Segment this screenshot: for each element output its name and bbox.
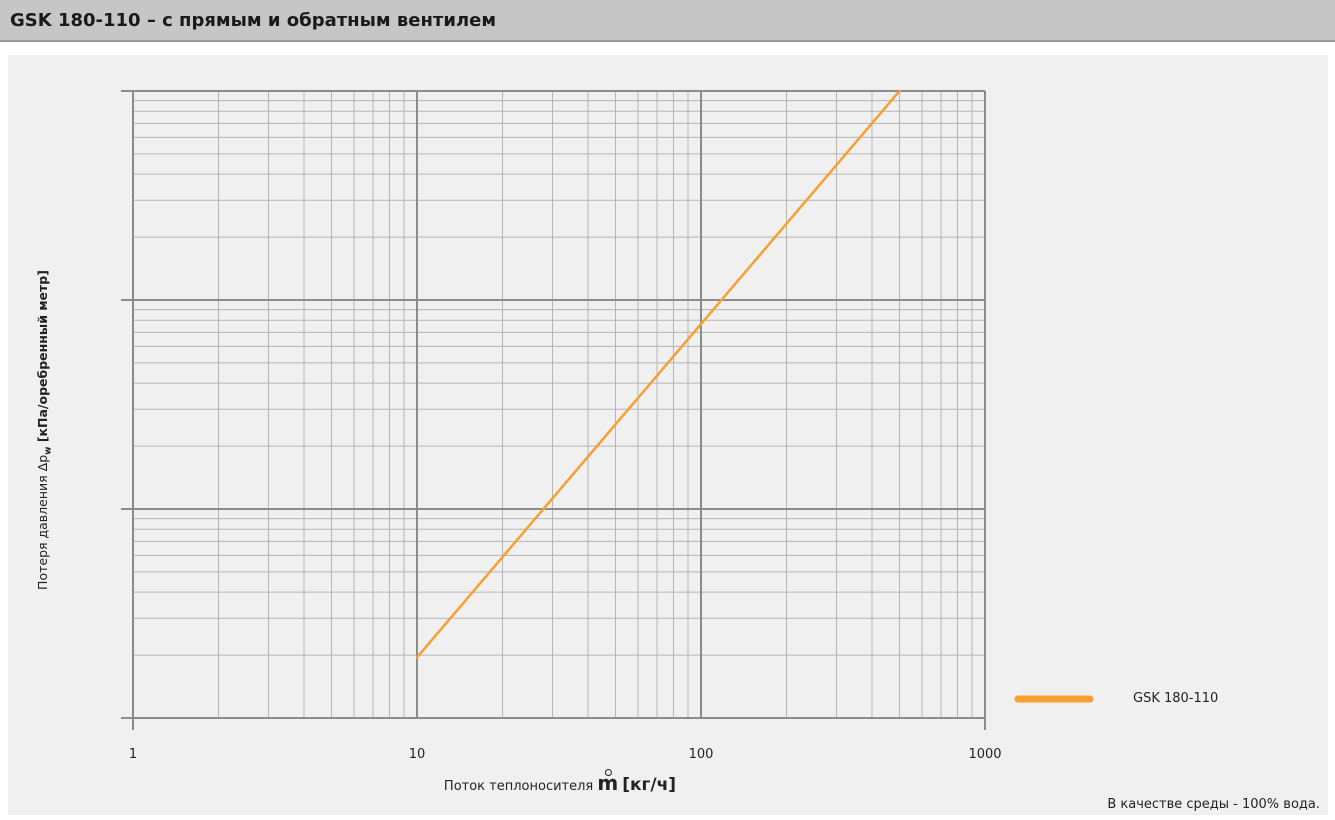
- x-tick-label: 1: [129, 747, 137, 762]
- title-bar: GSK 180-110 – с прямым и обратным вентил…: [0, 0, 1335, 42]
- x-tick-labels: 1 10 100 1000: [129, 747, 1002, 762]
- x-tick-label: 100: [689, 747, 714, 762]
- x-axis-label-text: Поток теплоносителя: [443, 779, 594, 794]
- y-axis-unit: [кПа/оребренный метр]: [34, 270, 50, 443]
- x-axis-symbol: m: [597, 769, 619, 795]
- y-axis-label: Потеря давления Δpw [кПа/оребренный метр…: [35, 270, 54, 590]
- series-line: [415, 89, 901, 659]
- y-axis-label-text: Потеря давления Δp: [34, 454, 50, 590]
- x-tick-label: 1000: [968, 747, 1001, 762]
- x-tick-label: 10: [409, 747, 426, 762]
- chart-axes: [121, 91, 986, 730]
- footnote: В качестве среды - 100% вода.: [1107, 797, 1320, 812]
- x-axis-label: Поток теплоносителя m [кг/ч]: [443, 769, 677, 795]
- chart-panel: [8, 55, 1328, 815]
- legend-label: GSK 180-110: [1133, 691, 1219, 706]
- page-title: GSK 180-110 – с прямым и обратным вентил…: [10, 10, 497, 31]
- series-layer: [415, 89, 901, 659]
- x-axis-unit: [кг/ч]: [622, 775, 677, 795]
- major-grid: [121, 90, 986, 718]
- minor-grid: [133, 91, 985, 718]
- y-axis-label-sub: w: [43, 446, 54, 455]
